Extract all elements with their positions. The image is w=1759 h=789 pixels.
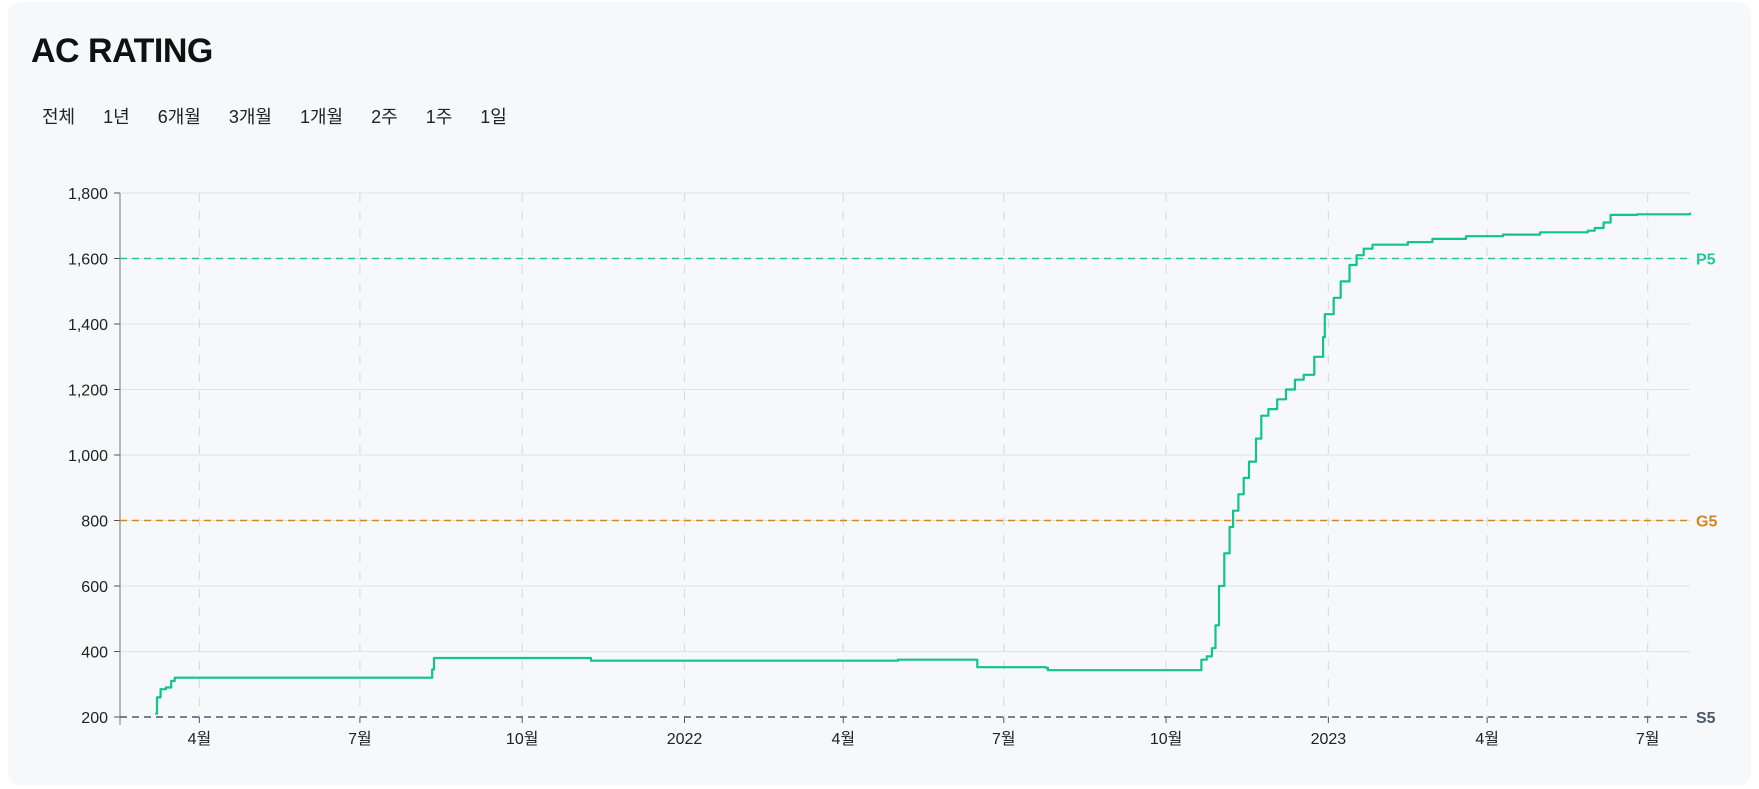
x-tick-label: 10월 (506, 730, 539, 748)
range-2w-button[interactable]: 2주 (357, 102, 412, 132)
x-tick-label: 2023 (1311, 731, 1347, 748)
reference-label-g5: G5 (1696, 514, 1717, 531)
x-tick-label: 10월 (1150, 730, 1183, 748)
y-tick-label: 1,600 (68, 252, 108, 269)
y-tick-label: 1,000 (68, 448, 108, 465)
range-3m-button[interactable]: 3개월 (215, 102, 286, 132)
y-tick-label: 400 (81, 645, 108, 662)
y-tick-label: 1,400 (68, 317, 108, 334)
y-tick-label: 200 (81, 710, 108, 727)
rating-series-line (155, 212, 1692, 715)
y-tick-label: 1,200 (68, 383, 108, 400)
y-tick-label: 600 (81, 579, 108, 596)
range-all-button[interactable]: 전체 (34, 102, 89, 132)
x-tick-label: 2022 (667, 731, 703, 748)
reference-label-p5: P5 (1696, 252, 1716, 269)
range-1w-button[interactable]: 1주 (412, 102, 467, 132)
range-1d-button[interactable]: 1일 (466, 102, 521, 132)
x-tick-label: 7월 (1636, 730, 1660, 748)
y-tick-label: 1,800 (68, 186, 108, 203)
range-selector: 전체 1년 6개월 3개월 1개월 2주 1주 1일 (34, 102, 521, 132)
range-1y-button[interactable]: 1년 (89, 102, 144, 132)
reference-label-s5: S5 (1696, 710, 1716, 727)
page-title: AC RATING (31, 32, 213, 70)
range-1m-button[interactable]: 1개월 (286, 102, 357, 132)
x-tick-label: 7월 (992, 730, 1016, 748)
range-6m-button[interactable]: 6개월 (144, 102, 215, 132)
x-tick-label: 4월 (831, 730, 855, 748)
x-tick-label: 4월 (1475, 730, 1499, 748)
x-tick-label: 4월 (188, 730, 212, 748)
rating-card: AC RATING 전체 1년 6개월 3개월 1개월 2주 1주 1일 (8, 2, 1751, 785)
y-tick-label: 800 (81, 514, 108, 531)
x-tick-label: 7월 (348, 730, 372, 748)
